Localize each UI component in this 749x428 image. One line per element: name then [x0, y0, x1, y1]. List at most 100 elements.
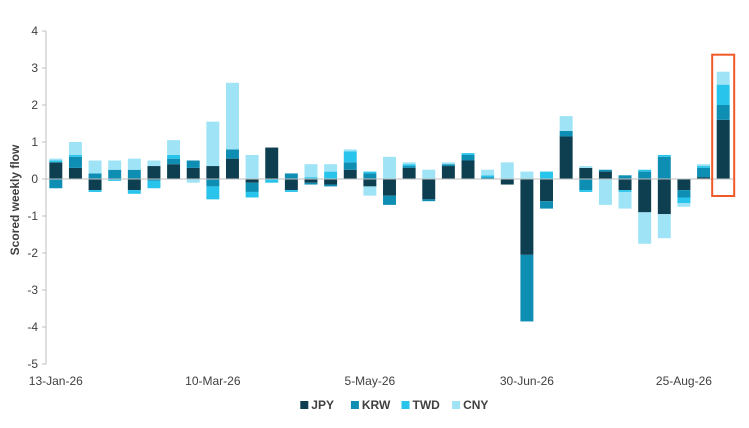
bar-cny-14-apr-26 [304, 164, 318, 178]
bar-cny-12-may-26 [383, 156, 396, 179]
bar-jpy-24-mar-26 [245, 179, 259, 183]
bar-krw-3-mar-26 [186, 160, 200, 168]
bar-jpy-26-may-26 [422, 179, 436, 200]
bar-krw-19-may-26 [402, 166, 416, 168]
legend-swatch-krw [350, 401, 359, 409]
bar-twd-21-apr-26 [324, 171, 338, 179]
bar-cny-8-sep-26 [716, 71, 730, 85]
bar-cny-16-jun-26 [481, 169, 495, 176]
bar-cny-11-aug-26 [638, 212, 652, 244]
bar-jpy-17-feb-26 [147, 166, 161, 179]
legend-swatch-twd [401, 401, 410, 409]
bar-krw-8-sep-26 [716, 105, 730, 120]
bar-jpy-28-apr-26 [343, 169, 357, 179]
bar-krw-7-apr-26 [284, 173, 298, 179]
y-tick-label: -1 [27, 209, 38, 223]
y-tick-label: 0 [31, 172, 38, 186]
bar-cny-26-may-26 [422, 169, 436, 179]
bar-twd-13-jan-26 [49, 160, 63, 163]
bar-krw-17-feb-26 [147, 179, 161, 181]
bar-cny-1-sep-26 [697, 164, 711, 167]
bar-krw-2-jun-26 [441, 164, 455, 167]
bar-jpy-7-apr-26 [284, 179, 298, 191]
x-tick-label: 13-Jan-26 [29, 374, 83, 388]
bar-twd-5-may-26 [363, 171, 377, 174]
bar-krw-30-jun-26 [520, 254, 534, 322]
legend-label-twd: TWD [413, 398, 441, 412]
bar-twd-1-sep-26 [697, 166, 711, 168]
bar-cny-30-jun-26 [520, 171, 534, 179]
bar-twd-24-mar-26 [245, 191, 259, 198]
bar-cny-3-feb-26 [108, 160, 122, 170]
bar-krw-12-may-26 [383, 195, 396, 205]
y-tick-label: 4 [31, 24, 38, 38]
y-axis-title: Scored weekly flow [8, 144, 22, 255]
bar-jpy-31-mar-26 [265, 147, 279, 179]
bar-cny-28-apr-26 [343, 149, 357, 152]
bar-jpy-5-may-26 [363, 179, 377, 187]
bar-twd-4-aug-26 [618, 190, 632, 192]
bar-cny-5-may-26 [363, 186, 377, 196]
bar-jpy-2-jun-26 [441, 166, 455, 179]
bar-twd-14-apr-26 [304, 177, 318, 179]
bar-twd-25-aug-26 [677, 197, 691, 204]
bar-krw-24-feb-26 [167, 158, 181, 165]
bar-cny-21-apr-26 [324, 164, 338, 172]
bar-cny-24-mar-26 [245, 154, 259, 179]
bar-krw-18-aug-26 [657, 156, 671, 179]
bar-krw-11-aug-26 [638, 171, 652, 179]
x-tick-label: 30-Jun-26 [500, 374, 554, 388]
bar-krw-24-mar-26 [245, 182, 259, 192]
bar-cny-4-aug-26 [618, 191, 632, 209]
bar-jpy-8-sep-26 [716, 119, 730, 179]
bar-twd-18-aug-26 [657, 154, 671, 157]
legend-swatch-cny [452, 401, 461, 409]
bar-jpy-4-aug-26 [618, 179, 632, 191]
bar-twd-16-jun-26 [481, 175, 495, 178]
bar-jpy-25-aug-26 [677, 179, 691, 191]
bar-krw-20-jan-26 [68, 156, 82, 168]
highlight-box [711, 53, 736, 198]
bar-cny-24-feb-26 [167, 140, 181, 155]
bar-jpy-11-aug-26 [638, 179, 652, 213]
bar-jpy-1-sep-26 [697, 177, 711, 179]
bar-cny-18-aug-26 [657, 214, 671, 239]
bar-twd-20-jan-26 [68, 154, 82, 157]
bar-krw-27-jan-26 [88, 173, 102, 179]
bar-twd-3-feb-26 [108, 179, 122, 181]
bar-twd-27-jan-26 [88, 190, 102, 192]
bar-krw-10-mar-26 [206, 179, 220, 187]
bar-twd-17-feb-26 [147, 180, 161, 189]
bar-jpy-10-mar-26 [206, 166, 220, 179]
bar-twd-9-jun-26 [461, 153, 475, 155]
bar-cny-21-jul-26 [579, 166, 593, 168]
bar-krw-13-jan-26 [49, 179, 63, 189]
x-tick-label: 5-May-26 [345, 374, 396, 388]
bar-jpy-14-jul-26 [559, 136, 573, 179]
y-tick-label: -4 [27, 320, 38, 334]
bar-jpy-10-feb-26 [127, 179, 141, 191]
bar-twd-19-may-26 [402, 164, 416, 167]
y-tick-label: 2 [31, 98, 38, 112]
bar-cny-28-jul-26 [598, 179, 612, 205]
bar-cny-17-mar-26 [225, 82, 239, 150]
legend-label-cny: CNY [463, 398, 488, 412]
bar-cny-10-feb-26 [127, 158, 141, 170]
bar-twd-8-sep-26 [716, 84, 730, 105]
bar-jpy-27-jan-26 [88, 179, 102, 191]
x-tick-label: 25-Aug-26 [656, 374, 712, 388]
bar-krw-1-sep-26 [697, 167, 711, 178]
bar-cny-19-may-26 [402, 162, 416, 165]
bar-krw-10-feb-26 [127, 169, 141, 179]
bar-jpy-19-may-26 [402, 167, 416, 179]
y-tick-label: 3 [31, 61, 38, 75]
bar-cny-10-mar-26 [206, 121, 220, 167]
bar-krw-14-jul-26 [559, 130, 573, 137]
bar-twd-11-aug-26 [638, 169, 652, 172]
bar-krw-21-jul-26 [579, 179, 593, 191]
bar-krw-3-feb-26 [108, 169, 122, 179]
bar-jpy-30-jun-26 [520, 179, 534, 255]
bar-krw-5-may-26 [363, 173, 377, 179]
bar-jpy-12-may-26 [383, 179, 396, 196]
